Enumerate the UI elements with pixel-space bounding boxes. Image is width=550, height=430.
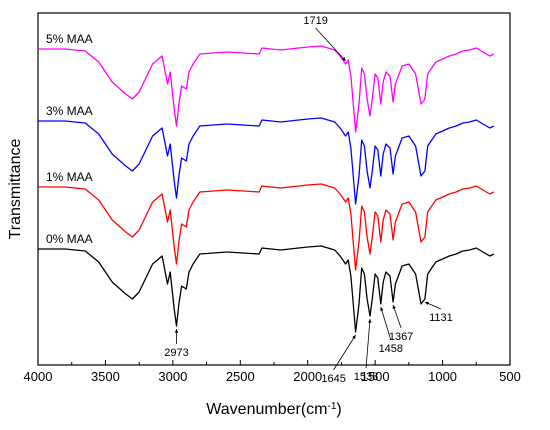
- annotation-label-1538: 1538: [354, 371, 378, 383]
- series-line-3-maa: [38, 117, 495, 205]
- annotation-label-1719: 1719: [303, 15, 327, 27]
- x-tick-label-3000: 3000: [158, 369, 187, 384]
- annotation-label-1131: 1131: [429, 312, 453, 324]
- series-line-0-maa: [38, 245, 495, 333]
- x-tick-label-4000: 4000: [24, 369, 53, 384]
- series-label-5-maa: 5% MAA: [46, 32, 93, 46]
- series-line-1-maa: [38, 183, 495, 271]
- annotation-arrow-1538: [365, 318, 371, 369]
- annotation-arrowhead-1131: [424, 301, 429, 306]
- series-label-1-maa: 1% MAA: [46, 170, 93, 184]
- series-label-3-maa: 3% MAA: [46, 104, 93, 118]
- annotation-arrow-1645: [333, 334, 356, 371]
- annotation-label-1645: 1645: [321, 373, 345, 385]
- x-tick-label-3500: 3500: [91, 369, 120, 384]
- annotation-label-2973: 2973: [164, 347, 188, 359]
- annotation-arrowhead-1458: [380, 307, 384, 311]
- annotation-label-1458: 1458: [379, 343, 403, 355]
- annotation-arrowhead-1719: [341, 57, 346, 61]
- annotation-arrowhead-1645: [352, 335, 356, 339]
- annotation-arrowhead-1538: [367, 319, 372, 323]
- y-axis-title: Transmittance: [7, 139, 24, 240]
- annotation-arrowhead-2973: [174, 329, 179, 333]
- annotation-arrowhead-1367: [392, 305, 396, 309]
- x-tick-label-2500: 2500: [226, 369, 255, 384]
- annotation-arrow-1458: [380, 306, 392, 341]
- x-tick-label-1500: 1500: [361, 369, 390, 384]
- x-tick-label-1000: 1000: [428, 369, 457, 384]
- annotation-arrow-1367: [392, 304, 402, 329]
- series-label-0-maa: 0% MAA: [46, 232, 93, 246]
- x-tick-label-2000: 2000: [293, 369, 322, 384]
- x-tick-label-500: 500: [499, 369, 521, 384]
- annotation-arrow-1719: [315, 27, 346, 62]
- series-line-5-maa: [38, 45, 495, 133]
- annotation-label-1367: 1367: [389, 331, 413, 343]
- x-axis-title: Wavenumber(cm-1): [206, 401, 341, 419]
